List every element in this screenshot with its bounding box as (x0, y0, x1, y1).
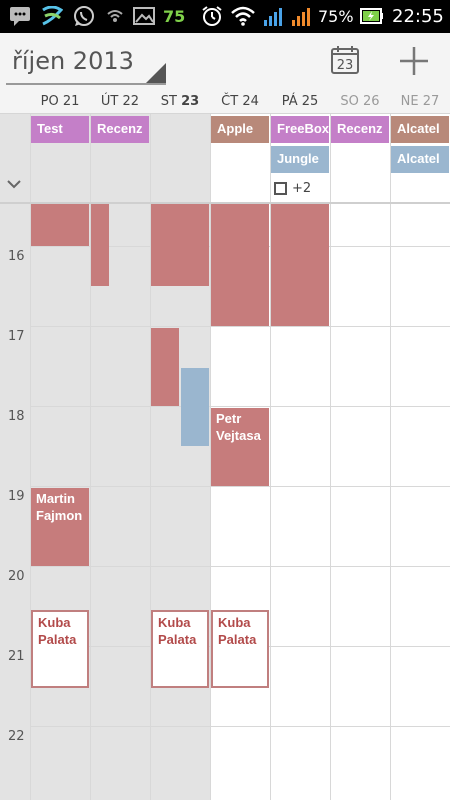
more-events-indicator[interactable]: +2 (274, 181, 311, 196)
notification-count: 75 (163, 7, 186, 26)
column-divider (210, 114, 211, 800)
calendar-event[interactable] (31, 204, 89, 246)
hour-label: 19 (8, 489, 25, 504)
hour-label: 22 (8, 729, 25, 744)
signal-icon (290, 5, 314, 27)
day-header-sat[interactable]: SO 26 (340, 94, 380, 109)
allday-event[interactable]: Test (31, 116, 89, 143)
column-divider (330, 114, 331, 800)
column-divider (150, 114, 151, 800)
day-header-row: PO 21 ÚT 22 ST 23 ČT 24 PÁ 25 SO 26 NE 2… (0, 90, 450, 114)
day-header-mon[interactable]: PO 21 (40, 94, 80, 109)
allday-event[interactable]: Recenz (331, 116, 389, 143)
allday-event[interactable]: FreeBox (271, 116, 329, 143)
hour-label: 16 (8, 249, 25, 264)
allday-event[interactable]: Apple (211, 116, 269, 143)
day-header-fri[interactable]: PÁ 25 (281, 94, 319, 109)
allday-event[interactable]: Jungle (271, 146, 329, 173)
allday-event[interactable]: Recenz (91, 116, 149, 143)
calendar-event[interactable] (181, 368, 209, 446)
battery-charging-icon (360, 5, 384, 27)
hour-line (30, 566, 450, 567)
calendar-event[interactable] (151, 204, 209, 286)
calendar-today-icon: 23 (331, 46, 359, 74)
today-button[interactable]: 23 (330, 45, 360, 75)
plus-icon (400, 47, 428, 75)
week-grid[interactable]: Test Recenz Apple FreeBox Recenz Alcatel… (0, 114, 450, 800)
calendar-event[interactable]: Martin Fajmon (31, 488, 89, 566)
chevron-down-icon[interactable] (6, 178, 22, 190)
calendar-event[interactable] (91, 204, 109, 286)
messenger-icon (8, 5, 32, 27)
calendar-event[interactable] (211, 204, 269, 326)
calendar-event-tentative[interactable]: Kuba Palata (151, 610, 209, 688)
wifi-broadcast-icon (104, 5, 126, 27)
signal-icon (262, 5, 286, 27)
checkbox-icon (274, 182, 287, 195)
status-bar: 75 75% 22:55 (0, 0, 450, 33)
column-divider (270, 114, 271, 800)
hour-line (30, 326, 450, 327)
alarm-icon (200, 5, 224, 27)
app-header: říjen 2013 23 (0, 33, 450, 90)
allday-event[interactable]: Alcatel (391, 146, 449, 173)
day-header-wed[interactable]: ST 23 (160, 94, 200, 109)
calendar-event[interactable] (151, 328, 179, 406)
whatsapp-icon (72, 5, 96, 27)
wifi-icon (230, 5, 256, 27)
gallery-icon (132, 5, 156, 27)
calendar-event-tentative[interactable]: Kuba Palata (31, 610, 89, 688)
hour-label: 20 (8, 569, 25, 584)
calendar-event-stack[interactable] (91, 408, 150, 648)
add-event-button[interactable] (396, 43, 432, 79)
clock: 22:55 (392, 6, 444, 27)
today-day-number: 23 (337, 58, 354, 73)
hour-label: 18 (8, 409, 25, 424)
hour-label: 21 (8, 649, 25, 664)
calendar-event-tentative[interactable]: Kuba Palata (211, 610, 269, 688)
column-divider (390, 114, 391, 800)
day-header-thu[interactable]: ČT 24 (221, 94, 259, 109)
day-header-tue[interactable]: ÚT 22 (100, 94, 140, 109)
hour-line (30, 406, 450, 407)
dropdown-triangle-icon[interactable] (146, 63, 166, 83)
month-spinner-underline (6, 83, 166, 85)
hour-label: 17 (8, 329, 25, 344)
column-divider (90, 114, 91, 800)
battery-percent: 75% (318, 7, 354, 26)
allday-divider (0, 202, 450, 204)
day-header-sun[interactable]: NE 27 (400, 94, 440, 109)
calendar-event[interactable] (271, 204, 329, 326)
column-divider (30, 114, 31, 800)
calendar-event[interactable]: Petr Vejtasa (211, 408, 269, 486)
allday-event[interactable]: Alcatel (391, 116, 449, 143)
month-title[interactable]: říjen 2013 (12, 47, 134, 75)
hour-line (30, 486, 450, 487)
swype-icon (40, 5, 64, 27)
hour-line (30, 726, 450, 727)
